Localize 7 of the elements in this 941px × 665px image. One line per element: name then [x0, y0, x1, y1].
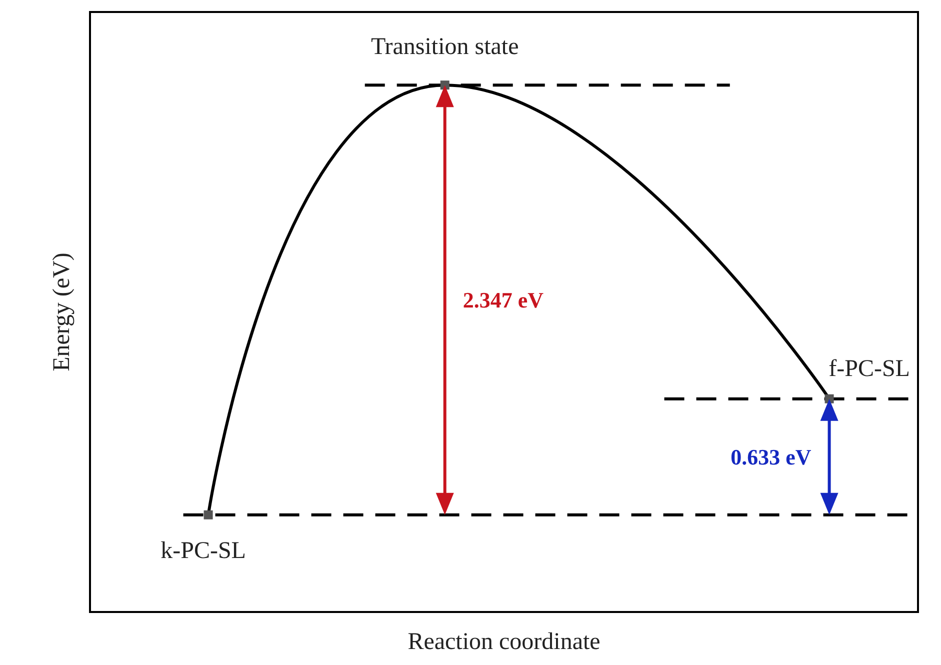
- annotation: 0.633 eV: [730, 444, 812, 470]
- annotation: f-PC-SL: [828, 356, 910, 382]
- annotation: Transition state: [370, 34, 519, 60]
- annotation: k-PC-SL: [160, 538, 246, 564]
- y-axis-title: Energy (eV): [49, 252, 75, 372]
- annotation: 2.347 eV: [462, 287, 544, 312]
- x-axis-title: Reaction coordinate: [408, 629, 600, 655]
